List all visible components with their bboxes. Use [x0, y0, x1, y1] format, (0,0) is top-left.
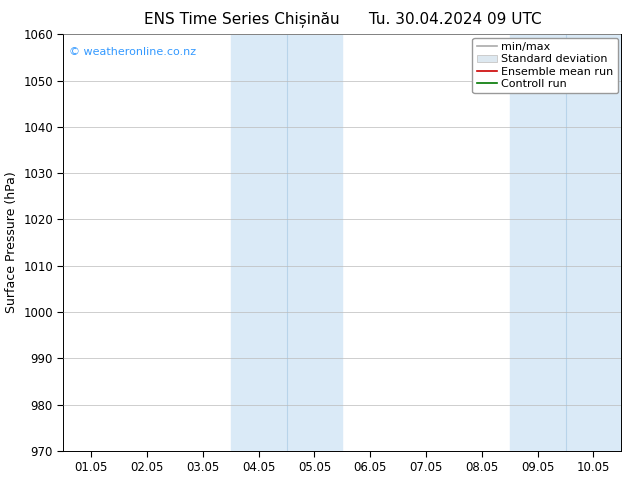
Text: © weatheronline.co.nz: © weatheronline.co.nz — [69, 47, 196, 57]
Bar — [231, 34, 342, 451]
Legend: min/max, Standard deviation, Ensemble mean run, Controll run: min/max, Standard deviation, Ensemble me… — [472, 38, 618, 93]
Bar — [510, 34, 621, 451]
Title: ENS Time Series Chișinău      Tu. 30.04.2024 09 UTC: ENS Time Series Chișinău Tu. 30.04.2024 … — [143, 11, 541, 27]
Y-axis label: Surface Pressure (hPa): Surface Pressure (hPa) — [4, 172, 18, 314]
